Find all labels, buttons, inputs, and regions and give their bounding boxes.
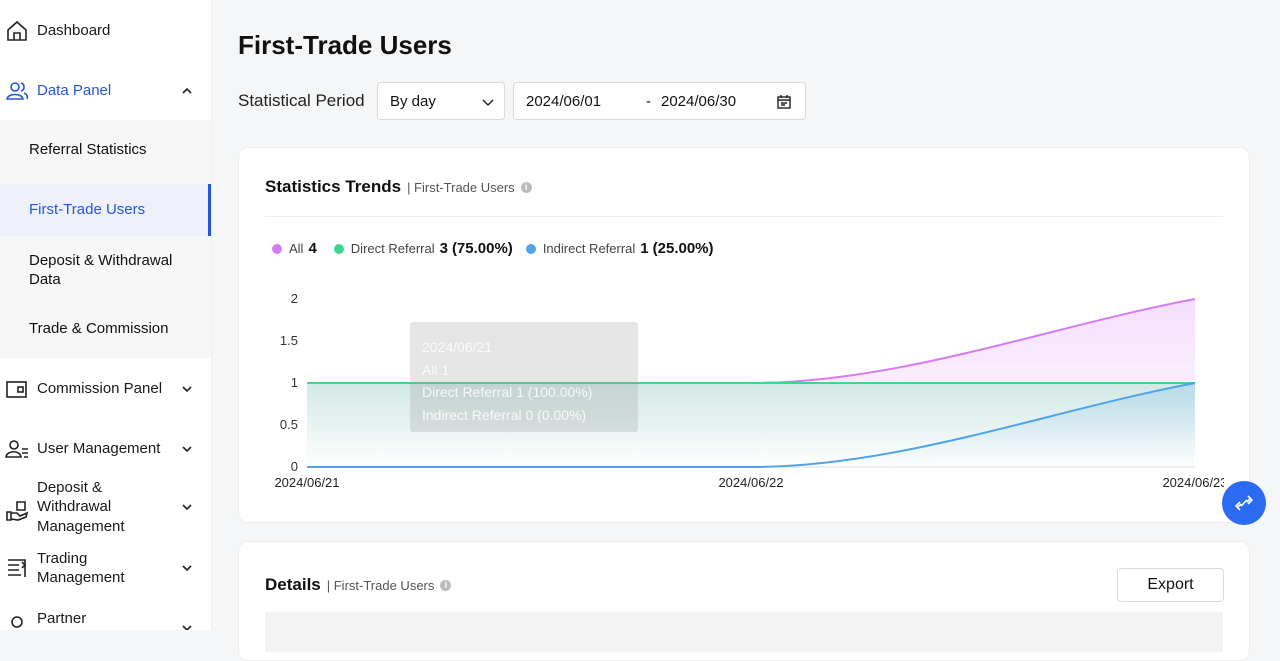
nav-label: Data Panel — [37, 82, 112, 100]
legend-name: All — [289, 241, 304, 256]
y-tick-label: 1.5 — [280, 333, 298, 348]
card-title: Statistics Trends | First-Trade Users i — [265, 177, 532, 197]
float-button[interactable] — [1222, 481, 1266, 525]
legend-share: (25.00%) — [652, 240, 714, 257]
y-tick-label: 0.5 — [280, 417, 298, 432]
legend-total: 4 — [308, 240, 317, 257]
sub-item[interactable]: First-Trade Users — [0, 184, 211, 236]
y-tick-label: 0 — [291, 459, 298, 474]
range-separator: - — [646, 92, 651, 110]
nav-item[interactable]: Deposit & Withdrawal Management — [0, 478, 211, 536]
button-label: Export — [1147, 576, 1194, 593]
tooltip-item: Direct Referral 1 (100.00%) — [422, 384, 593, 400]
tooltip-item: All 1 — [422, 361, 450, 378]
legend-name: Direct Referral — [350, 241, 435, 256]
nav-label: Dashboard — [37, 22, 111, 40]
title-text: Details — [265, 575, 321, 594]
legend-name: Indirect Referral — [542, 241, 636, 256]
icon — [8, 559, 27, 577]
chevron — [182, 565, 192, 572]
nav-item[interactable]: Data Panel — [0, 80, 211, 102]
x-tick-label: 2024/06/22 — [718, 475, 783, 490]
page-title: First-Trade Users — [238, 30, 452, 60]
info-icon[interactable]: i — [440, 580, 452, 592]
sub-label: First-Trade Users — [29, 201, 146, 219]
icon — [11, 616, 23, 628]
nav-label: User Management — [37, 440, 161, 458]
nav-label: Deposit & Withdrawal Management — [37, 478, 125, 535]
legend-dot — [525, 243, 536, 254]
info-icon[interactable]: i — [520, 182, 532, 194]
tooltip-title: 2024/06/21 — [422, 339, 493, 355]
legend-item: Direct Referral 3 (75.00%) — [333, 240, 513, 257]
legend-dot — [272, 243, 282, 254]
chevron — [182, 87, 192, 94]
x-tick-label: 2024/06/23 — [1162, 475, 1224, 490]
legend-item: Indirect Referral 1 (25.00%) — [525, 240, 714, 257]
nav-label: Trading Management — [37, 549, 125, 587]
y-tick-label: 2 — [291, 291, 298, 306]
nav-item[interactable]: Partner — [0, 608, 211, 630]
details-card: Details | First-Trade Users i Export — [238, 541, 1250, 661]
nav-item[interactable]: Dashboard — [0, 20, 211, 42]
tooltip-item: Indirect Referral 0 (0.00%) — [422, 406, 587, 423]
icon — [5, 440, 28, 458]
legend-item: All 4 — [272, 240, 321, 257]
select-value: By day — [390, 92, 436, 110]
filter-label: Statistical Period — [238, 91, 365, 110]
y-tick-label: 1 — [291, 375, 298, 390]
card-subtitle: | First-Trade Users — [407, 180, 515, 195]
icon — [6, 381, 27, 398]
sub-item[interactable]: Deposit & Withdrawal Data — [0, 240, 211, 300]
chevron — [482, 99, 494, 107]
chevron — [182, 446, 192, 453]
submenu: Referral Statistics First-Trade Users De… — [0, 120, 211, 358]
sub-item[interactable]: Referral Statistics — [0, 120, 211, 180]
title-text: Statistics Trends — [265, 177, 402, 196]
period-select[interactable]: By day — [377, 82, 505, 120]
icon — [6, 501, 29, 521]
start-date: 2024/06/01 — [526, 92, 602, 110]
legend: All 4 Direct Referral 3 (75.00%) Indirect Ref… — [272, 240, 727, 257]
sub-label: Deposit & Withdrawal Data — [29, 251, 173, 289]
sub-label: Trade & Commission — [29, 320, 169, 338]
export-button[interactable]: Export — [1117, 568, 1224, 602]
legend-dot — [333, 243, 344, 254]
series-area — [307, 383, 1195, 467]
nav-item[interactable]: User Management — [0, 438, 211, 460]
card-title: Details | First-Trade Users i — [265, 575, 452, 595]
series-line — [307, 382, 1196, 468]
nav-item[interactable]: Trading Management — [0, 548, 211, 588]
chevron — [182, 625, 192, 630]
table-header — [265, 612, 1223, 652]
nav-label: Partner — [37, 610, 87, 628]
chart: 0 0.5 1 1.5 2 2024/06/21 2024/06/22 2024/06/23 — [274, 291, 1224, 490]
x-tick-label: 2024/06/21 — [274, 475, 339, 490]
icon — [6, 82, 29, 100]
sub-label: Referral Statistics — [29, 141, 147, 159]
legend-total: 3 — [439, 240, 448, 257]
legend-total: 1 — [640, 240, 649, 257]
sub-item[interactable]: Trade & Commission — [0, 300, 211, 358]
legend-share: (75.00%) — [451, 240, 513, 257]
date-range[interactable]: 2024/06/01 - 2024/06/30 — [513, 82, 806, 120]
chevron — [182, 386, 192, 393]
divider — [265, 216, 1223, 217]
tooltip: 2024/06/21 All 1 Direct Referral 1 (100.… — [410, 322, 638, 432]
end-date: 2024/06/30 — [661, 92, 737, 110]
card-subtitle: | First-Trade Users — [326, 578, 435, 593]
sidebar: Dashboard Data Panel Referral Statistics… — [0, 0, 212, 630]
icon — [7, 20, 27, 41]
chevron — [182, 504, 192, 511]
calendar-icon — [777, 95, 791, 109]
nav-item[interactable]: Commission Panel — [0, 378, 211, 400]
nav-label: Commission Panel — [37, 380, 163, 398]
